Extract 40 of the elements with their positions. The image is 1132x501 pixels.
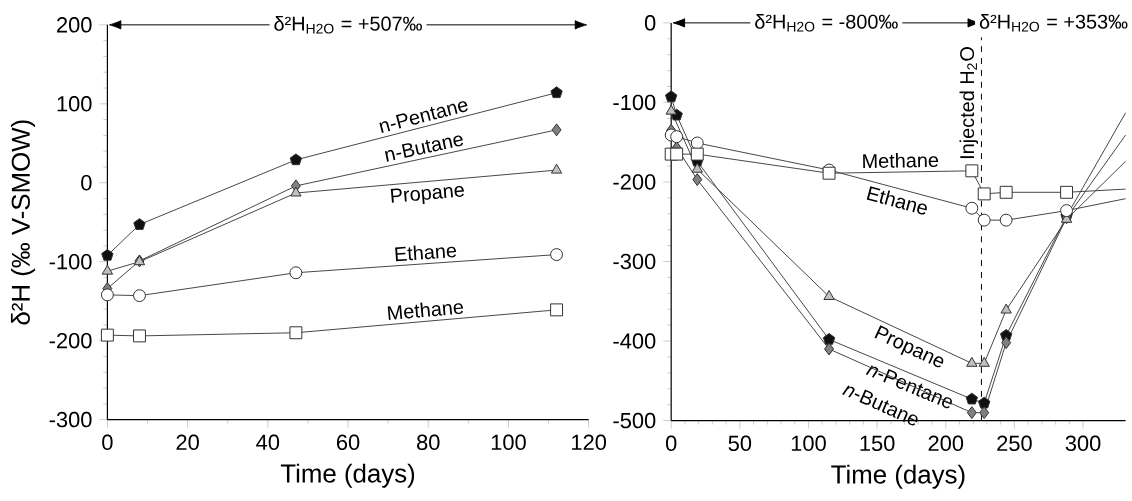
annotation: δ²H$_{H2O}$ = -800‰ [755,14,898,32]
x-tick-label: 80 [417,434,440,450]
text: Ethane [866,186,927,215]
x-tick-label: 60 [336,434,360,450]
x-tick-label: 120 [572,434,607,450]
y-tick-label: -200 [613,174,656,190]
y-tick-label: -200 [49,332,92,349]
x-tick-label: 40 [256,434,280,450]
x-tick-label: 100 [491,434,526,450]
y-tick-label: -400 [613,333,656,349]
x-tick-label: 0 [102,434,113,450]
y-tick-label: -100 [613,94,656,111]
x-axis-title: Time (days) [280,463,415,488]
y-tick-label: -100 [49,253,92,270]
series-label: Methane [863,153,939,169]
x-tick-label: 300 [1065,435,1101,451]
text: n-Butane [384,135,464,162]
y-tick-label: -300 [49,411,92,428]
x-tick-label: 20 [176,434,199,450]
ref-line-label: Injected H$_{2}$O [959,47,979,158]
x-tick-label: 50 [728,435,752,451]
x-tick-label: 0 [665,435,677,451]
y-tick-label: -300 [613,253,656,270]
x-tick-label: 150 [860,435,895,451]
text: Methane [387,302,464,320]
x-tick-label: 250 [997,435,1032,451]
annotation: δ²H$_{H2O}$ = +507‰ [274,16,422,34]
y-tick-label: 0 [81,174,92,191]
series-label: Ethane [395,245,457,262]
y-axis-title: δ²H (‰ V-SMOW) [10,120,36,325]
y-tick-label: 0 [644,15,656,31]
text: Propane [390,186,464,205]
x-tick-label: 200 [928,435,964,451]
y-tick-label: 200 [57,17,92,33]
y-tick-label: 100 [57,95,92,112]
x-axis-title: Time (days) [831,464,965,489]
y-tick-label: -500 [613,412,656,429]
x-tick-label: 100 [791,435,826,451]
annotation: δ²H$_{H2O}$ = +353‰ [979,14,1128,32]
text: n-Pentane [379,101,468,133]
